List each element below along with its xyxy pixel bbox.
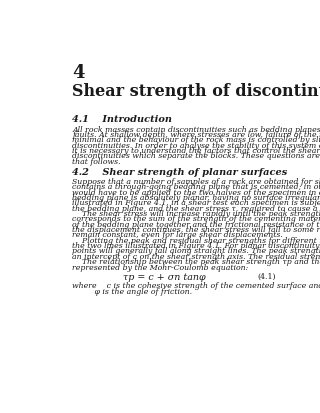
Text: Shear strength of discontinuities: Shear strength of discontinuities xyxy=(72,83,320,100)
Text: it is necessary to understand the factors that control the shear strength of the: it is necessary to understand the factor… xyxy=(72,147,320,154)
Text: corresponds to the sum of the strength of the cementing material bonding the two: corresponds to the sum of the strength o… xyxy=(72,215,320,223)
Text: discontinuities. In order to analyse the stability of this system of individual : discontinuities. In order to analyse the… xyxy=(72,141,320,149)
Text: 4.2    Shear strength of planar surfaces: 4.2 Shear strength of planar surfaces xyxy=(72,167,287,176)
Text: minimal and the behaviour of the rock mass is controlled by sliding on the: minimal and the behaviour of the rock ma… xyxy=(72,136,320,144)
Text: contains a through-going bedding plane that is cemented; in other words, a tensi: contains a through-going bedding plane t… xyxy=(72,183,320,191)
Text: an intercept of c on the shear strength axis. The residual strength line has a s: an intercept of c on the shear strength … xyxy=(72,252,320,260)
Text: of the bedding plane together and the frictional resistance of the matching surf: of the bedding plane together and the fr… xyxy=(72,220,320,228)
Text: the two lines illustrated in Figure 4.1. For planar discontinuity surfaces the e: the two lines illustrated in Figure 4.1.… xyxy=(72,242,320,249)
Text: represented by the Mohr-Coulomb equation:: represented by the Mohr-Coulomb equation… xyxy=(72,263,249,271)
Text: The shear stress will increase rapidly until the peak strength is reached. This: The shear stress will increase rapidly u… xyxy=(72,209,320,217)
Text: the bedding plane, and the shear stress τ, required to cause a displacement δ, i: the bedding plane, and the shear stress … xyxy=(72,204,320,212)
Text: Suppose that a number of samples of a rock are obtained for shear testing. Each : Suppose that a number of samples of a ro… xyxy=(72,178,320,185)
Text: points will generally fall along straight lines. The peak strength line has a sl: points will generally fall along straigh… xyxy=(72,247,320,255)
Text: All rock masses contain discontinuities such as bedding planes, joints, shear zo: All rock masses contain discontinuities … xyxy=(72,125,320,133)
Text: would have to be applied to the two halves of the specimen in order to separate : would have to be applied to the two halv… xyxy=(72,188,320,196)
Text: 4: 4 xyxy=(72,64,85,82)
Text: remain constant, even for large shear displacements.: remain constant, even for large shear di… xyxy=(72,231,283,239)
Text: 4.1    Introduction: 4.1 Introduction xyxy=(72,115,172,124)
Text: φ is the angle of friction.: φ is the angle of friction. xyxy=(72,287,192,295)
Text: illustrated in Figure 4.1, in a shear test each specimen is subjected to a stres: illustrated in Figure 4.1, in a shear te… xyxy=(72,199,320,207)
Text: discontinuities which separate the blocks. These questions are addressed in the : discontinuities which separate the block… xyxy=(72,152,320,160)
Text: bedding plane is absolutely planar, having no surface irregularities or undulati: bedding plane is absolutely planar, havi… xyxy=(72,193,320,202)
Text: The relationship between the peak shear strength τp and the normal stress σn can: The relationship between the peak shear … xyxy=(72,258,320,266)
Text: where    c is the cohesive strength of the cemented surface and: where c is the cohesive strength of the … xyxy=(72,282,320,290)
Text: (4.1): (4.1) xyxy=(257,272,276,280)
Text: the displacement continues, the shear stress will fall to some residual value th: the displacement continues, the shear st… xyxy=(72,225,320,233)
Text: τp = c + σn tanφ: τp = c + σn tanφ xyxy=(123,272,205,281)
Text: that follows.: that follows. xyxy=(72,157,121,165)
Text: Plotting the peak and residual shear strengths for different normal stresses res: Plotting the peak and residual shear str… xyxy=(72,236,320,244)
Text: faults. At shallow depth, where stresses are low, failure of the intact rock mat: faults. At shallow depth, where stresses… xyxy=(72,131,320,139)
